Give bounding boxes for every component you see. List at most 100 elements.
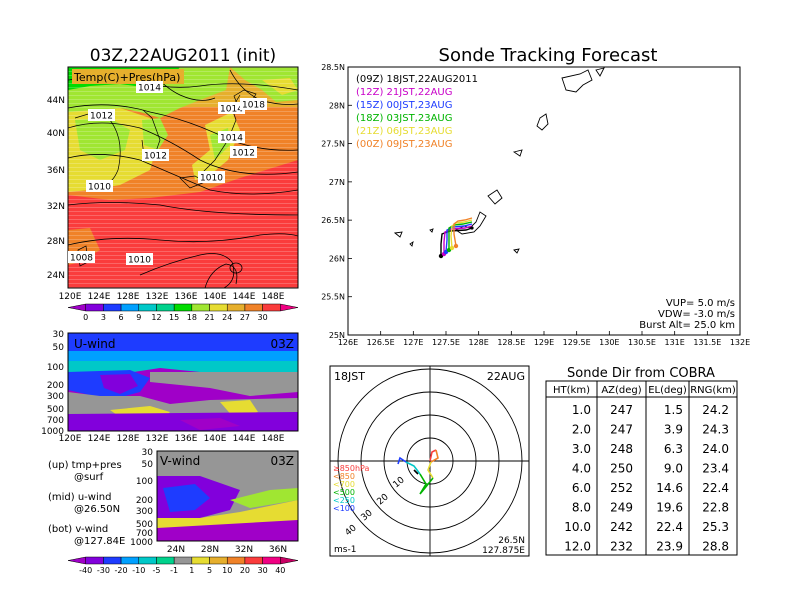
isobar-label: 1010 <box>200 174 223 184</box>
lat-tick: 36N <box>47 166 65 176</box>
lat-tick: 32N <box>235 545 253 555</box>
colorbar-tick: 24 <box>222 313 232 322</box>
colorbar-tick: 27 <box>240 313 250 322</box>
pressure-tick: 1000 <box>130 538 153 548</box>
legend-entry: (09Z) 18JST,22AUG2011 <box>356 74 478 85</box>
isobar-label: 1010 <box>88 183 111 193</box>
colorbar-swatch <box>244 303 263 312</box>
burst-alt-text: Burst Alt= 25.0 km <box>639 320 735 331</box>
temp-map-lat-ticks: 44N 40N 36N 32N 28N 24N <box>47 96 65 281</box>
table-cell: 247 <box>610 403 633 417</box>
table-cell: 23.9 <box>656 540 683 554</box>
lon-tick: 132E <box>730 338 750 347</box>
v-wind-label: V-wind <box>160 454 200 468</box>
lon-tick: 126.5E <box>367 338 395 347</box>
lon-tick: 130.5E <box>628 338 656 347</box>
wind-colorbar: -40 -30 -20 -10 -5 -1 1 5 10 20 30 40 <box>67 556 299 575</box>
table-cell: 23.4 <box>702 462 729 476</box>
colorbar-tick: 12 <box>151 313 161 322</box>
table-cell: 3.9 <box>664 423 683 437</box>
colorbar-swatch <box>156 556 175 565</box>
table-cell: 6.3 <box>664 442 683 456</box>
pressure-tick: 500 <box>47 405 64 415</box>
table-cell: 12.0 <box>564 540 591 554</box>
pressure-tick: 30 <box>142 448 154 458</box>
dir-table-grid <box>545 380 738 556</box>
trajectory-09z <box>440 227 473 256</box>
lon-tick: 140E <box>204 434 227 444</box>
colorbar-tick: 9 <box>136 313 141 322</box>
right-title: Sonde Tracking Forecast <box>439 45 658 66</box>
colorbar-tick: 0 <box>83 313 88 322</box>
trajectory-00z <box>453 217 473 247</box>
legend-entry: (18Z) 03JST,23AUG <box>356 113 453 124</box>
lon-tick: 132E <box>146 434 169 444</box>
pressure-tick: 100 <box>47 363 64 373</box>
table-cell: 250 <box>610 462 633 476</box>
lat-tick: 36N <box>269 545 287 555</box>
colorbar-swatch <box>226 556 246 565</box>
colorbar-tick: -1 <box>170 566 178 575</box>
lat-tick: 32N <box>47 202 65 212</box>
table-cell: 1.0 <box>572 403 591 417</box>
lon-tick: 126E <box>338 338 358 347</box>
u-wind-x-ticks: 120E 124E 128E 132E 136E 140E 144E 148E <box>59 434 285 444</box>
lon-tick: 148E <box>262 292 285 302</box>
pressure-tick: 30 <box>53 330 65 340</box>
lat-tick: 26N <box>329 254 345 263</box>
colorbar-swatch <box>120 303 140 312</box>
colorbar-tick: 1 <box>189 566 194 575</box>
colorbar-swatch <box>280 556 299 565</box>
hodograph-trace <box>397 449 439 495</box>
table-cell: 3.0 <box>572 442 591 456</box>
table-cell: 1.5 <box>664 403 683 417</box>
pressure-tick: 200 <box>136 496 153 506</box>
pressure-tick: 700 <box>47 416 64 426</box>
level-label: <850 <box>333 472 355 481</box>
column-header: RNG(km) <box>690 385 736 396</box>
lon-tick: 120E <box>59 434 82 444</box>
colorbar-swatch <box>103 556 122 565</box>
lon-tick: 132E <box>146 292 169 302</box>
sonde-parameters: VUP= 5.0 m/s VDW= -3.0 m/s Burst Alt= 25… <box>639 298 735 331</box>
note-line: @127.84E <box>74 536 125 547</box>
colorbar-tick: 21 <box>204 313 214 322</box>
colorbar-tick: 5 <box>207 566 212 575</box>
lat-tick: 44N <box>47 96 65 106</box>
legend-entry: (12Z) 21JST,22AUG <box>356 87 453 98</box>
colorbar-swatch <box>262 303 281 312</box>
level-label: <250 <box>333 496 355 505</box>
lon-tick: 129.5E <box>563 338 591 347</box>
table-cell: 247 <box>610 423 633 437</box>
colorbar-tick: -30 <box>97 566 110 575</box>
table-cell: 232 <box>610 540 633 554</box>
table-cell: 19.6 <box>656 501 683 515</box>
pressure-tick: 1000 <box>41 427 64 437</box>
colorbar-swatch <box>103 303 122 312</box>
lat-tick: 28N <box>47 237 65 247</box>
tracking-legend: (09Z) 18JST,22AUG2011 (12Z) 21JST,22AUG … <box>356 74 478 150</box>
lon-tick: 127.5E <box>432 338 460 347</box>
temp-colorbar: 0 3 6 9 12 15 18 21 24 27 30 <box>67 303 299 322</box>
pressure-tick: 500 <box>136 520 153 530</box>
note-line: (mid) u-wind <box>48 492 111 503</box>
colorbar-swatch <box>156 303 175 312</box>
note-line: (up) tmp+pres <box>48 460 122 471</box>
column-header: AZ(deg) <box>601 385 641 396</box>
isobar-label: 1014 <box>220 105 243 115</box>
table-cell: 249 <box>610 501 633 515</box>
u-wind-label: U-wind <box>74 337 115 351</box>
vup-text: VUP= 5.0 m/s <box>666 298 735 309</box>
endpoint-marker <box>449 245 455 251</box>
v-wind-panel: V-wind 03Z 30 50 100 200 300 500 700 100… <box>67 448 299 575</box>
colorbar-swatch <box>85 556 104 565</box>
table-cell: 242 <box>610 520 633 534</box>
lon-tick: 124E <box>88 292 111 302</box>
vdw-text: VDW= -3.0 m/s <box>658 309 735 320</box>
trajectory-15z <box>445 223 473 253</box>
pressure-tick: 50 <box>142 460 154 470</box>
colorbar-swatch <box>138 556 157 565</box>
column-header: HT(km) <box>553 385 590 396</box>
